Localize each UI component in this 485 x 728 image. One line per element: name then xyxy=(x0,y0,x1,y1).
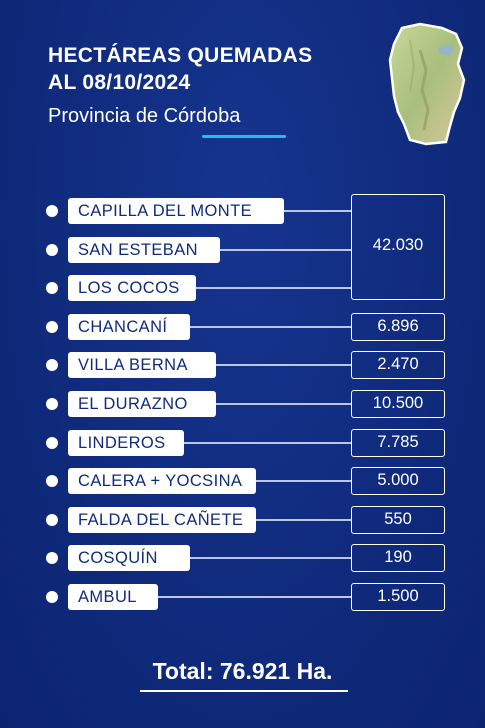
total-label: Total: 76.921 Ha. xyxy=(152,658,333,684)
group-value-box: 42.030 xyxy=(351,194,445,300)
hectares-value: 190 xyxy=(351,544,445,572)
connector-line xyxy=(190,326,351,328)
hectares-value: 2.470 xyxy=(351,351,445,379)
location-label: VILLA BERNA xyxy=(68,352,216,378)
hectares-value: 7.785 xyxy=(351,429,445,457)
table-row: COSQUÍN 190 xyxy=(0,544,485,572)
location-label: LOS COCOS xyxy=(68,275,196,301)
hectares-value: 1.500 xyxy=(351,583,445,611)
bullet-dot xyxy=(46,552,58,564)
connector-line xyxy=(196,287,351,289)
hectares-value: 6.896 xyxy=(351,313,445,341)
table-row: VILLA BERNA 2.470 xyxy=(0,351,485,379)
table-row: LOS COCOS xyxy=(0,274,485,302)
bullet-dot xyxy=(46,475,58,487)
connector-line xyxy=(284,210,351,212)
bullet-dot xyxy=(46,321,58,333)
bullet-dot xyxy=(46,282,58,294)
cordoba-map-icon xyxy=(388,22,466,146)
connector-line xyxy=(216,403,351,405)
location-label: LINDEROS xyxy=(68,430,184,456)
title-line-2: AL 08/10/2024 xyxy=(48,71,191,94)
page-subtitle: Provincia de Córdoba xyxy=(48,105,241,127)
table-row: AMBUL 1.500 xyxy=(0,583,485,611)
bullet-dot xyxy=(46,514,58,526)
bullet-dot xyxy=(46,205,58,217)
location-label: AMBUL xyxy=(68,584,158,610)
hectares-value: 550 xyxy=(351,506,445,534)
table-row: CALERA + YOCSINA 5.000 xyxy=(0,467,485,495)
table-row: SAN ESTEBAN xyxy=(0,236,485,264)
bullet-dot xyxy=(46,437,58,449)
title-line-1: HECTÁREAS QUEMADAS xyxy=(48,44,313,67)
location-label: CHANCANÍ xyxy=(68,314,190,340)
location-label: CALERA + YOCSINA xyxy=(68,468,256,494)
hectares-value: 5.000 xyxy=(351,467,445,495)
bullet-dot xyxy=(46,398,58,410)
location-label: COSQUÍN xyxy=(68,545,190,571)
location-label: EL DURAZNO xyxy=(68,391,216,417)
location-label: FALDA DEL CAÑETE xyxy=(68,507,256,533)
bullet-dot xyxy=(46,591,58,603)
table-row: FALDA DEL CAÑETE 550 xyxy=(0,506,485,534)
bullet-dot xyxy=(46,359,58,371)
table-row: LINDEROS 7.785 xyxy=(0,429,485,457)
group-value: 42.030 xyxy=(372,236,424,254)
subtitle-underline xyxy=(202,135,286,138)
location-label: CAPILLA DEL MONTE xyxy=(68,198,284,224)
connector-line xyxy=(216,364,351,366)
table-row: CAPILLA DEL MONTE xyxy=(0,197,485,225)
connector-line xyxy=(256,519,351,521)
table-row: CHANCANÍ 6.896 xyxy=(0,313,485,341)
total-underline xyxy=(140,690,348,692)
bullet-dot xyxy=(46,244,58,256)
table-row: EL DURAZNO 10.500 xyxy=(0,390,485,418)
connector-line xyxy=(220,249,351,251)
connector-line xyxy=(190,557,351,559)
hectares-value: 10.500 xyxy=(351,390,445,418)
connector-line xyxy=(256,480,351,482)
connector-line xyxy=(158,596,351,598)
page-title: HECTÁREAS QUEMADAS AL 08/10/2024 xyxy=(48,42,312,96)
location-label: SAN ESTEBAN xyxy=(68,237,220,263)
connector-line xyxy=(184,442,351,444)
